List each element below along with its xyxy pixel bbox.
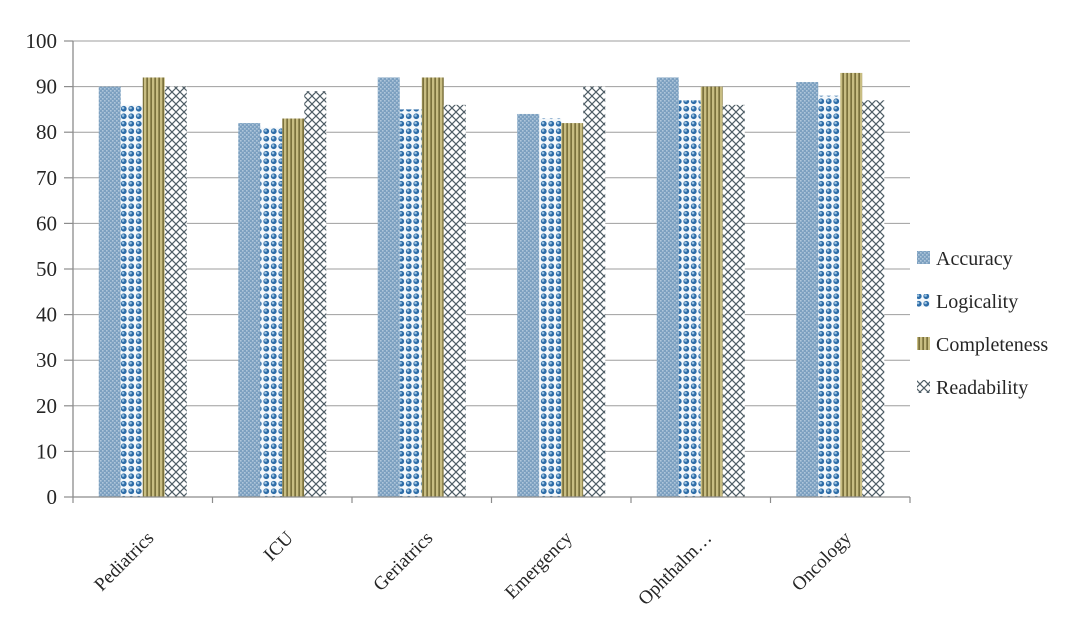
legend-swatch-accuracy: [917, 251, 930, 264]
y-axis-tick-label: 70: [36, 166, 57, 190]
y-axis-tick-label: 90: [36, 75, 57, 99]
bar-logicality-5: [818, 95, 841, 497]
y-axis-tick-label: 80: [36, 120, 57, 144]
x-axis-category-label: Pediatrics: [90, 528, 158, 596]
x-axis-category-label: Geriatrics: [369, 528, 437, 596]
x-axis-category-label: Oncology: [788, 527, 856, 595]
bar-completeness-2: [421, 77, 444, 497]
bar-accuracy-5: [796, 82, 819, 497]
legend-item: Readability: [917, 377, 1028, 399]
y-axis-tick-label: 100: [26, 29, 58, 53]
bar-readability-1: [304, 91, 327, 497]
legend-label: Logicality: [936, 291, 1018, 313]
bar-logicality-0: [120, 104, 143, 497]
bar-completeness-1: [282, 118, 305, 498]
bar-completeness-0: [142, 77, 165, 497]
legend-swatch-completeness: [917, 337, 930, 350]
bar-completeness-5: [840, 72, 863, 498]
bar-logicality-2: [399, 109, 422, 498]
bar-completeness-3: [561, 123, 584, 497]
legend-label: Readability: [936, 377, 1028, 399]
y-axis-tick-label: 10: [36, 439, 57, 463]
bar-accuracy-0: [98, 86, 121, 497]
bar-readability-4: [722, 104, 745, 497]
bar-logicality-4: [678, 100, 701, 497]
x-axis-category-label: Emergency: [501, 527, 577, 603]
bar-accuracy-4: [656, 77, 679, 497]
legend-item: Logicality: [917, 291, 1018, 313]
bar-logicality-3: [539, 118, 562, 498]
x-axis-category-label: Ophthalm…: [634, 528, 716, 610]
x-axis-category-label: ICU: [260, 527, 298, 565]
bar-accuracy-1: [238, 123, 261, 497]
legend-label: Completeness: [936, 334, 1048, 356]
bar-accuracy-2: [377, 77, 400, 497]
bar-readability-3: [583, 86, 606, 497]
legend-item: Completeness: [917, 334, 1048, 356]
y-axis-tick-label: 30: [36, 348, 57, 372]
y-axis-tick-label: 0: [47, 485, 58, 509]
bar-readability-0: [164, 86, 187, 497]
y-axis-tick-label: 60: [36, 211, 57, 235]
y-axis-tick-label: 50: [36, 257, 57, 281]
y-axis-tick-label: 40: [36, 303, 57, 327]
legend-swatch-readability: [917, 380, 930, 393]
bar-logicality-1: [260, 127, 283, 497]
bar-readability-5: [862, 100, 885, 497]
y-axis-tick-label: 20: [36, 394, 57, 418]
legend-item: Accuracy: [917, 248, 1013, 270]
legend-label: Accuracy: [936, 248, 1013, 270]
bar-accuracy-3: [517, 113, 540, 498]
legend-swatch-logicality: [917, 294, 930, 307]
bar-completeness-4: [700, 86, 723, 497]
bar-readability-2: [443, 104, 466, 497]
